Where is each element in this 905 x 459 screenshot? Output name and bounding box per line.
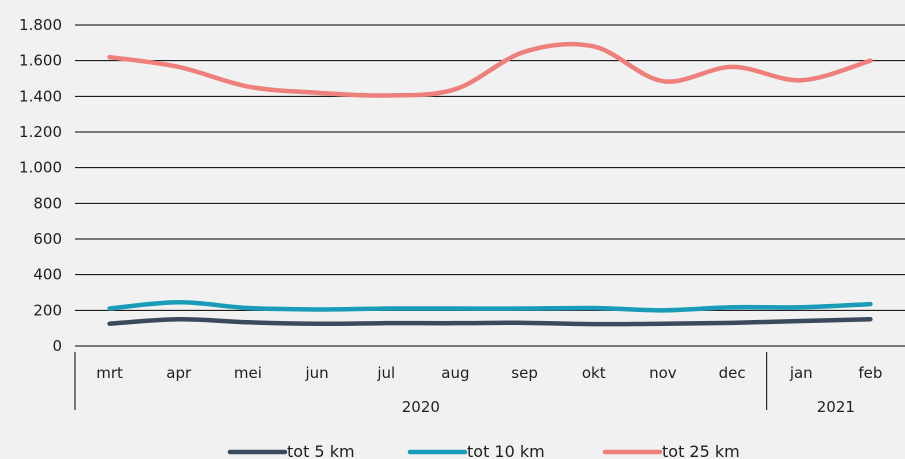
- y-tick-label: 1.600: [19, 52, 62, 70]
- legend: tot 5 km tot 10 km tot 25 km: [227, 442, 740, 459]
- x-tick-label: jan: [789, 364, 813, 382]
- legend-label-2: tot 10 km: [467, 442, 545, 459]
- series-lines: [107, 41, 873, 327]
- x-tick-label: mei: [234, 364, 262, 382]
- legend-label-1: tot 5 km: [287, 442, 355, 459]
- y-tick-label: 400: [33, 266, 62, 284]
- y-tick-label: 0: [52, 337, 62, 355]
- x-axis-year-groups: 2020 2021: [74, 352, 855, 416]
- y-tick-label: 200: [33, 301, 62, 319]
- series-line-3: [107, 41, 873, 98]
- series-line-1: [107, 316, 873, 327]
- y-axis-tick-labels: 0 200 400 600 800 1.000 1.200 1.400 1.600 1.800: [19, 16, 62, 355]
- x-tick-label: nov: [649, 364, 677, 382]
- year-label: 2021: [817, 398, 855, 416]
- y-tick-label: 1.200: [19, 123, 62, 141]
- y-tick-label: 800: [33, 194, 62, 212]
- x-tick-label: aug: [441, 364, 469, 382]
- x-axis-tick-labels: mrt apr mei jun jul aug sep okt nov dec jan feb: [96, 364, 882, 382]
- year-label: 2020: [402, 398, 440, 416]
- x-tick-label: jun: [304, 364, 328, 382]
- y-tick-label: 1.800: [19, 16, 62, 34]
- x-tick-label: dec: [719, 364, 746, 382]
- y-tick-label: 1.400: [19, 87, 62, 105]
- series-line-2: [107, 300, 873, 313]
- y-tick-label: 1.000: [19, 159, 62, 177]
- x-tick-label: feb: [858, 364, 882, 382]
- x-tick-label: mrt: [96, 364, 123, 382]
- x-tick-label: okt: [582, 364, 606, 382]
- x-tick-label: sep: [511, 364, 538, 382]
- legend-label-3: tot 25 km: [662, 442, 740, 459]
- x-tick-label: apr: [166, 364, 192, 382]
- x-tick-label: jul: [376, 364, 395, 382]
- y-tick-label: 600: [33, 230, 62, 248]
- gridlines: [75, 24, 905, 347]
